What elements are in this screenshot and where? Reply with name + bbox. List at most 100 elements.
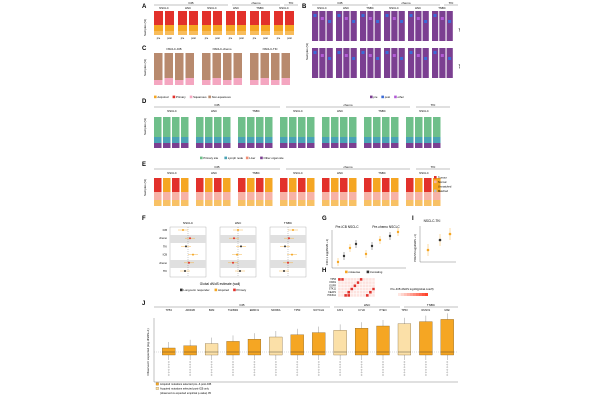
panel-b-bar-mark <box>361 14 365 17</box>
panel-g-title-2: Pre-chemo NSCLC <box>372 225 400 229</box>
panel-j-box <box>419 321 433 356</box>
panel-e-bar-segment <box>364 200 372 206</box>
panel-j-outlier <box>425 361 427 363</box>
panel-d-bar-segment <box>196 137 204 143</box>
panel-a-bar-segment <box>250 25 259 31</box>
panel-h-cell <box>337 287 341 291</box>
panel-g-letter: G <box>322 216 327 222</box>
panel-b-bar-mark <box>328 20 332 23</box>
panel-j-outlier <box>253 374 256 376</box>
panel-g-plot: missense truncating <box>331 228 406 274</box>
panel-f-point <box>237 229 239 231</box>
panel-e-bar-segment <box>373 178 381 192</box>
panel-h-cell <box>350 293 354 297</box>
panel-e-col-label: HNC <box>211 171 217 175</box>
panel-e-legend-swatch <box>434 180 437 184</box>
panel-j-outlier <box>360 361 363 363</box>
panel-i-point <box>426 248 430 252</box>
panel-b-bar-segment <box>336 48 343 78</box>
panel-f-legend-label: Acquired <box>218 288 229 292</box>
panel-a-bar-segment <box>178 11 187 25</box>
panel-c-bar-segment <box>154 53 163 85</box>
panel-j-outlier <box>382 371 384 374</box>
panel-b-bar-segment <box>343 11 350 41</box>
panel-g-title-1: Pre-ICB NSCLC <box>335 225 359 229</box>
panel-h-cell <box>344 281 348 285</box>
panel-e-bar-segment <box>298 178 306 192</box>
panel-e-bar-segment <box>349 192 357 200</box>
panel-c-ylabel: Samples (%) <box>143 59 147 76</box>
panel-e-bar-segment <box>406 178 414 192</box>
panel-f-row-label: TKI <box>163 269 167 273</box>
panel-j-outlier <box>425 366 427 368</box>
panel-h-cell <box>353 290 357 294</box>
panel-g-legend-swatch <box>345 270 348 274</box>
panel-j-outlier <box>446 361 449 363</box>
panel-a-group-label: chemo <box>251 1 260 5</box>
panel-b-bar-segment <box>391 48 398 78</box>
panel-g-point <box>342 254 346 258</box>
panel-h-gene-label: KRAS <box>329 281 336 284</box>
panel-j-gene-label: CYLD <box>358 308 365 312</box>
panel-d-col-label: HNC <box>337 109 343 113</box>
panel-d-bar-segment <box>238 117 246 137</box>
panel-j-outlier <box>360 374 363 376</box>
panel-c-bar-segment <box>175 53 184 85</box>
panel-j-outlier <box>189 374 191 376</box>
panel-g-point <box>378 238 382 242</box>
panel-a-bar-segment <box>165 11 174 25</box>
panel-j-legend: Acquired mutations selected pre- & post-… <box>155 382 211 395</box>
panel-f-point <box>192 253 194 256</box>
panel-e-legend-label: Matched <box>438 189 449 193</box>
panel-a-ylabel: Samples (%) <box>143 19 147 36</box>
panel-j-outlier <box>275 363 277 366</box>
panel-a-group-label: TKI <box>289 1 294 5</box>
panel-c-bar-segment <box>260 53 269 85</box>
panel-b: B Samples (%) ICB chemo TKI NSCLC HNC TNBC NSC… <box>302 1 462 99</box>
panel-b-legend-swatch <box>370 95 373 99</box>
panel-b-col-label: TNBC <box>366 6 374 10</box>
panel-h-cell <box>337 293 341 297</box>
panel-c-bar-segment <box>185 78 194 85</box>
panel-j-outlier <box>275 369 277 371</box>
panel-d-bar-segment <box>280 137 288 143</box>
panel-d-bar-segment <box>154 143 162 148</box>
panel-h-cell <box>372 281 376 285</box>
panel-d-bar-segment <box>364 137 372 143</box>
panel-b-side-label: post <box>458 64 460 69</box>
panel-b-bar-mark <box>433 14 437 17</box>
panel-h-gene-label: KEAP1 <box>328 291 336 294</box>
panel-j-legend-swatch <box>155 387 159 390</box>
panel-e-col-label: TNBC <box>378 171 386 175</box>
panel-d-bar-segment <box>154 117 162 137</box>
panel-j-outlier <box>253 369 256 371</box>
panel-h-cell <box>359 284 363 288</box>
panel-f-point <box>236 253 238 256</box>
panel-i-ylabel: PRESS log(dN/dS +1) <box>413 234 417 262</box>
panel-h-scale-cell <box>407 293 410 296</box>
panel-h-cell <box>368 281 372 285</box>
panel-e-bar-segment <box>298 200 306 206</box>
panel-b-bar-mark <box>416 54 420 57</box>
panel-e-legend-swatch <box>434 189 437 193</box>
panel-e-bar-segment <box>364 178 372 192</box>
panel-f-point <box>233 237 235 240</box>
panel-h-cell <box>359 287 363 291</box>
panel-b-bar-mark <box>361 51 365 54</box>
panel-c-bar-segment <box>271 80 280 85</box>
panel-j-outlier <box>360 363 363 366</box>
panel-h-cell <box>368 277 372 281</box>
panel-h-cell <box>356 284 360 288</box>
panel-d-bar-segment <box>181 137 189 143</box>
panel-b-bar-mark <box>337 51 341 54</box>
panel-b-bar-segment <box>326 48 333 78</box>
panel-j-outlier <box>167 369 170 371</box>
panel-d-bar-segment <box>415 137 423 143</box>
panel-d-bar-segment <box>154 137 162 143</box>
panel-j-box <box>354 328 369 356</box>
panel-j-box <box>204 343 219 356</box>
panel-e-bar-segment <box>382 200 390 206</box>
panel-b-bar-mark <box>424 57 428 60</box>
panel-c-bar-segment <box>175 80 184 85</box>
